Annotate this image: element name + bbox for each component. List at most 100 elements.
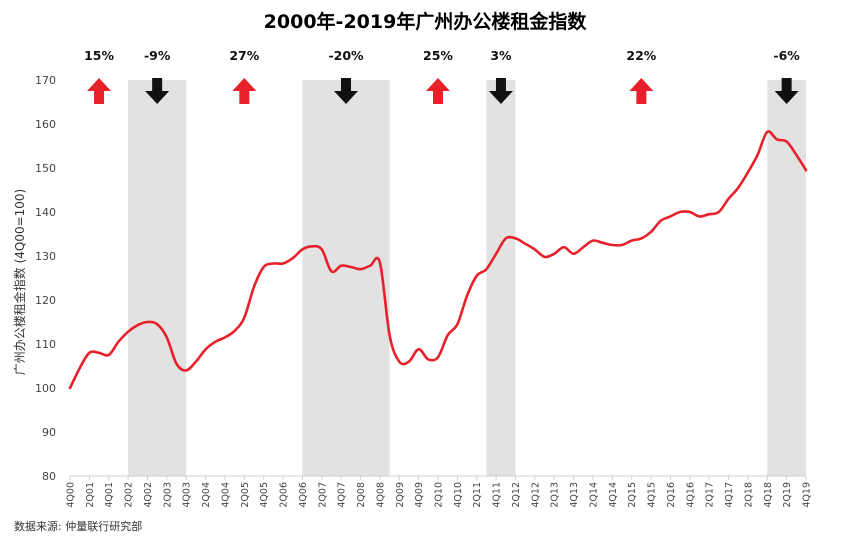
x-tick-label: 2Q19 bbox=[782, 482, 793, 508]
data-point bbox=[379, 261, 381, 263]
x-tick-label: 4Q17 bbox=[724, 482, 735, 508]
down-arrow-icon bbox=[488, 78, 513, 104]
x-tick-label: 2Q17 bbox=[705, 482, 716, 508]
y-tick-label: 90 bbox=[42, 426, 56, 439]
data-point bbox=[650, 231, 652, 233]
y-tick-label: 120 bbox=[35, 294, 56, 307]
x-tick-label: 4Q13 bbox=[569, 482, 580, 508]
x-tick-label: 4Q08 bbox=[375, 482, 386, 508]
x-tick-label: 2Q07 bbox=[317, 482, 328, 508]
data-point bbox=[698, 215, 700, 217]
data-point bbox=[204, 348, 206, 350]
y-axis-label: 广州办公楼租金指数 (4Q00=100) bbox=[12, 189, 27, 376]
data-point bbox=[437, 356, 439, 358]
data-point bbox=[601, 242, 603, 244]
data-point bbox=[476, 275, 478, 277]
data-point bbox=[233, 330, 235, 332]
data-point bbox=[534, 248, 536, 250]
y-tick-label: 100 bbox=[35, 382, 56, 395]
data-point bbox=[175, 363, 177, 365]
x-tick-label: 4Q10 bbox=[453, 482, 464, 508]
data-point bbox=[747, 171, 749, 173]
x-tick-label: 2Q12 bbox=[511, 482, 522, 508]
shaded-period-7 bbox=[767, 80, 806, 476]
data-point bbox=[417, 348, 419, 350]
source-note: 数据来源: 仲量联行研究部 bbox=[14, 519, 142, 533]
period-change-label: -9% bbox=[144, 48, 171, 63]
x-tick-label: 4Q03 bbox=[182, 482, 193, 508]
y-tick-label: 170 bbox=[35, 74, 56, 87]
x-tick-label: 4Q15 bbox=[647, 482, 658, 508]
chart-title: 2000年-2019年广州办公楼租金指数 bbox=[264, 10, 588, 33]
x-tick-label: 4Q12 bbox=[530, 482, 541, 508]
data-point bbox=[756, 154, 758, 156]
data-point bbox=[446, 334, 448, 336]
x-tick-label: 4Q02 bbox=[143, 482, 154, 508]
x-tick-label: 2Q14 bbox=[588, 482, 599, 508]
x-tick-label: 2Q18 bbox=[743, 482, 754, 508]
data-point bbox=[485, 268, 487, 270]
data-point bbox=[689, 211, 691, 213]
period-change-label: 3% bbox=[490, 48, 512, 63]
data-point bbox=[195, 360, 197, 362]
data-point bbox=[292, 257, 294, 259]
x-tick-label: 2Q05 bbox=[240, 482, 251, 508]
data-point bbox=[321, 248, 323, 250]
y-tick-label: 110 bbox=[35, 338, 56, 351]
data-point bbox=[514, 237, 516, 239]
data-point bbox=[262, 266, 264, 268]
data-point bbox=[88, 352, 90, 354]
data-point bbox=[340, 264, 342, 266]
shaded-periods bbox=[128, 80, 806, 476]
data-point bbox=[679, 211, 681, 213]
up-arrow-icon bbox=[629, 78, 654, 104]
x-tick-label: 2Q03 bbox=[162, 482, 173, 508]
x-tick-label: 4Q00 bbox=[66, 482, 77, 508]
data-point bbox=[301, 248, 303, 250]
data-point bbox=[108, 354, 110, 356]
x-axis: 4Q00 2Q01 4Q01 2Q02 4Q02 2Q03 4Q03 2Q04 4Q04 2Q05… bbox=[66, 475, 813, 508]
x-tick-label: 2Q06 bbox=[279, 482, 290, 508]
x-tick-label: 2Q09 bbox=[395, 482, 406, 508]
x-tick-label: 4Q04 bbox=[220, 482, 231, 508]
x-tick-label: 2Q16 bbox=[666, 482, 677, 508]
x-tick-label: 2Q13 bbox=[550, 482, 561, 508]
data-point bbox=[466, 294, 468, 296]
data-point bbox=[563, 246, 565, 248]
data-point bbox=[582, 246, 584, 248]
data-point bbox=[78, 367, 80, 369]
y-axis: 80 90 100 110 120 130 140 150 160 170 bbox=[35, 74, 56, 483]
x-tick-label: 4Q18 bbox=[763, 482, 774, 508]
data-point bbox=[398, 360, 400, 362]
data-point bbox=[805, 169, 807, 171]
data-point bbox=[185, 369, 187, 371]
y-tick-label: 140 bbox=[35, 206, 56, 219]
period-change-label: 25% bbox=[423, 48, 453, 63]
data-point bbox=[311, 245, 313, 247]
up-arrow-icon bbox=[232, 78, 257, 104]
data-point bbox=[592, 239, 594, 241]
data-point bbox=[456, 323, 458, 325]
up-arrow-icon bbox=[87, 78, 112, 104]
data-point bbox=[543, 256, 545, 258]
data-point bbox=[795, 154, 797, 156]
data-point bbox=[621, 244, 623, 246]
data-point bbox=[630, 239, 632, 241]
shaded-period-5 bbox=[486, 80, 516, 476]
data-point bbox=[495, 253, 497, 255]
data-point bbox=[127, 330, 129, 332]
period-change-label: 15% bbox=[84, 48, 114, 63]
data-point bbox=[708, 213, 710, 215]
data-point bbox=[243, 316, 245, 318]
data-point bbox=[330, 270, 332, 272]
data-point bbox=[137, 324, 139, 326]
x-tick-label: 4Q06 bbox=[298, 482, 309, 508]
data-point bbox=[359, 268, 361, 270]
x-tick-label: 4Q14 bbox=[608, 482, 619, 508]
data-point bbox=[718, 211, 720, 213]
data-point bbox=[766, 131, 768, 133]
data-point bbox=[505, 237, 507, 239]
data-point bbox=[640, 237, 642, 239]
data-point bbox=[727, 198, 729, 200]
